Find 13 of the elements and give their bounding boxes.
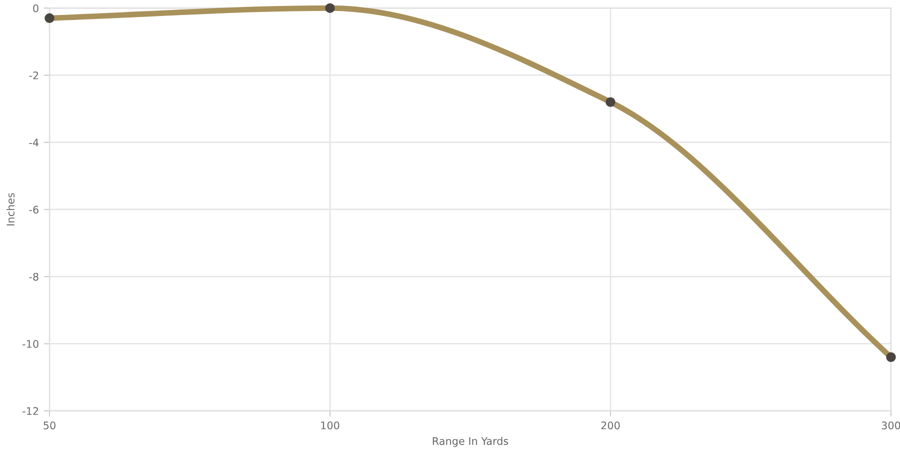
- y-tick-label: -2: [29, 71, 38, 80]
- x-tick-label: 100: [321, 421, 340, 430]
- y-tick-label: 0: [33, 4, 38, 12]
- x-tick-label: 200: [601, 421, 620, 430]
- y-tick-label: -12: [22, 407, 38, 415]
- y-axis-title: Inches: [6, 193, 14, 226]
- x-tick-label: 50: [44, 421, 56, 430]
- x-axis-title: Range In Yards: [432, 436, 508, 447]
- y-tick-label: -8: [29, 272, 38, 281]
- y-tick-label: -10: [22, 340, 38, 348]
- y-tick-label: -4: [29, 138, 38, 146]
- y-tick-label: -6: [29, 206, 38, 214]
- x-tick-label: 300: [882, 421, 900, 430]
